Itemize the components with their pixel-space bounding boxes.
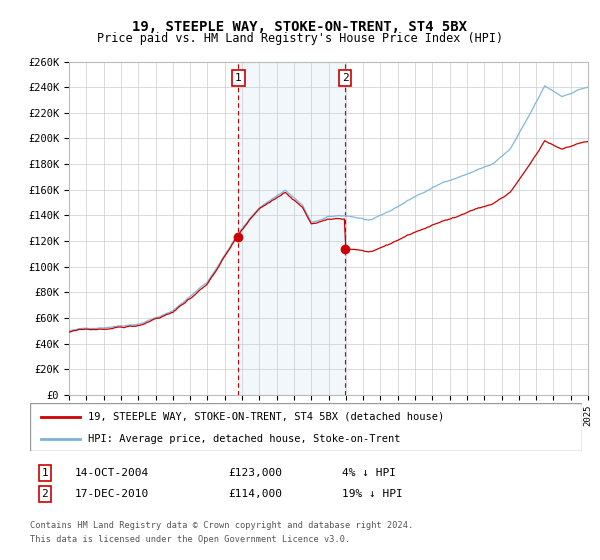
Text: 19, STEEPLE WAY, STOKE-ON-TRENT, ST4 5BX: 19, STEEPLE WAY, STOKE-ON-TRENT, ST4 5BX <box>133 20 467 34</box>
Text: £114,000: £114,000 <box>228 489 282 499</box>
Text: 1: 1 <box>41 468 49 478</box>
Text: 1: 1 <box>235 73 242 83</box>
Text: 2: 2 <box>342 73 349 83</box>
Text: 19, STEEPLE WAY, STOKE-ON-TRENT, ST4 5BX (detached house): 19, STEEPLE WAY, STOKE-ON-TRENT, ST4 5BX… <box>88 412 444 422</box>
Text: 19% ↓ HPI: 19% ↓ HPI <box>342 489 403 499</box>
Text: 14-OCT-2004: 14-OCT-2004 <box>75 468 149 478</box>
Text: £123,000: £123,000 <box>228 468 282 478</box>
Text: Contains HM Land Registry data © Crown copyright and database right 2024.: Contains HM Land Registry data © Crown c… <box>30 521 413 530</box>
Text: 4% ↓ HPI: 4% ↓ HPI <box>342 468 396 478</box>
Text: This data is licensed under the Open Government Licence v3.0.: This data is licensed under the Open Gov… <box>30 534 350 544</box>
Text: 17-DEC-2010: 17-DEC-2010 <box>75 489 149 499</box>
Text: 2: 2 <box>41 489 49 499</box>
FancyBboxPatch shape <box>30 403 582 451</box>
Text: Price paid vs. HM Land Registry's House Price Index (HPI): Price paid vs. HM Land Registry's House … <box>97 32 503 45</box>
Bar <box>238 62 345 395</box>
Text: HPI: Average price, detached house, Stoke-on-Trent: HPI: Average price, detached house, Stok… <box>88 434 400 444</box>
